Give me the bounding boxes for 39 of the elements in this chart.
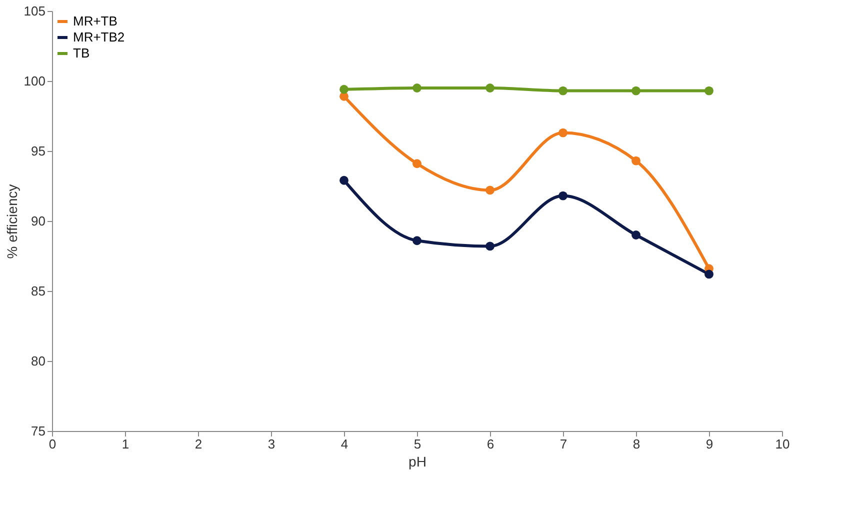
point bbox=[486, 242, 494, 251]
x-tick-label: 8 bbox=[632, 436, 640, 452]
y-tick-label: 100 bbox=[24, 74, 46, 88]
x-tick-label: 0 bbox=[48, 436, 56, 452]
point bbox=[412, 236, 422, 246]
x-tick-label: 10 bbox=[775, 436, 790, 452]
point bbox=[558, 86, 568, 96]
y-tick-label: 105 bbox=[24, 4, 46, 18]
x-tick-label: 1 bbox=[122, 436, 130, 452]
y-tick-label: 85 bbox=[31, 284, 46, 298]
point bbox=[632, 156, 640, 166]
point bbox=[412, 84, 422, 92]
x-tick-label: 6 bbox=[486, 436, 494, 452]
y-tick-label: 95 bbox=[31, 144, 46, 158]
point bbox=[558, 128, 568, 138]
y-axis-title: % efficiency bbox=[4, 184, 20, 259]
legend-label: MR+TB bbox=[73, 14, 118, 28]
x-tick-label: 5 bbox=[414, 436, 422, 452]
point bbox=[412, 159, 422, 168]
legend-label: TB bbox=[73, 46, 90, 60]
point bbox=[558, 191, 568, 200]
x-tick-label: 2 bbox=[194, 436, 202, 452]
point bbox=[704, 270, 714, 279]
x-axis-title: pH bbox=[408, 454, 426, 470]
point bbox=[486, 84, 494, 92]
point bbox=[486, 186, 494, 195]
x-tick-label: 3 bbox=[268, 436, 276, 452]
x-tick-label: 7 bbox=[560, 436, 568, 452]
point bbox=[340, 176, 348, 185]
point bbox=[632, 86, 640, 96]
x-tick-label: 4 bbox=[340, 436, 348, 452]
x-tick-label: 9 bbox=[706, 436, 714, 452]
point bbox=[704, 86, 714, 96]
legend-label: MR+TB2 bbox=[73, 30, 125, 44]
point bbox=[340, 84, 348, 94]
y-tick-label: 90 bbox=[31, 214, 46, 228]
y-tick-label: 80 bbox=[31, 354, 46, 368]
point bbox=[632, 230, 640, 240]
y-tick-label: 75 bbox=[31, 424, 46, 438]
